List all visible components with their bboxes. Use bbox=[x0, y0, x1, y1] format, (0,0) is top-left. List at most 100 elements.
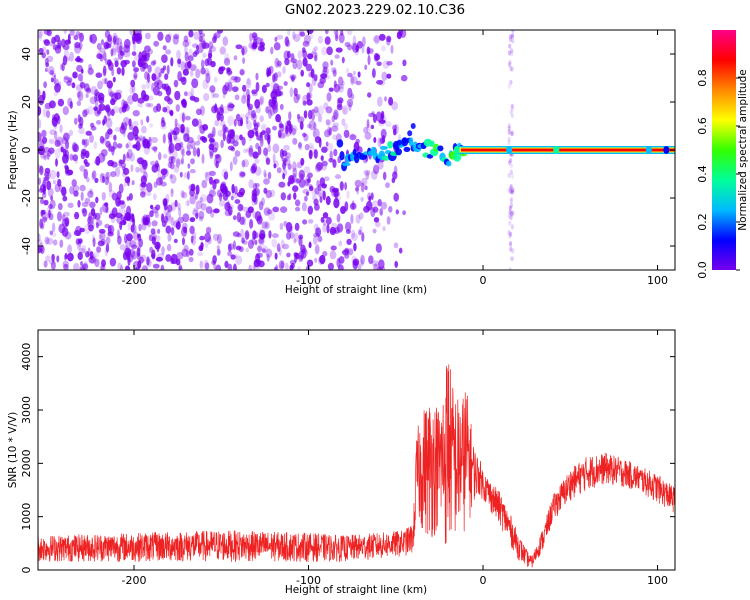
spectral-dot bbox=[174, 142, 182, 152]
spectral-dot bbox=[255, 81, 260, 92]
spectral-dot bbox=[261, 221, 268, 229]
spectral-dot bbox=[257, 45, 265, 52]
spectral-dot bbox=[180, 145, 185, 155]
spectral-dot bbox=[190, 70, 194, 77]
spectral-dot bbox=[335, 47, 343, 53]
spectral-dot bbox=[509, 214, 513, 220]
spectral-dot bbox=[247, 129, 255, 139]
spectral-dot bbox=[199, 136, 206, 141]
spectral-dot bbox=[224, 201, 231, 212]
spectral-dot bbox=[173, 220, 181, 228]
spectral-dot bbox=[123, 44, 131, 53]
spectral-dot bbox=[156, 253, 164, 260]
spectral-dot bbox=[105, 205, 109, 214]
spectral-dot bbox=[106, 80, 114, 89]
spectral-dot bbox=[241, 94, 247, 104]
spectral-dot bbox=[76, 64, 83, 73]
spectral-dot bbox=[279, 222, 284, 230]
spectral-dot bbox=[273, 163, 277, 169]
spectral-dot bbox=[395, 209, 399, 215]
spectral-dot bbox=[63, 75, 70, 81]
spectral-dot bbox=[182, 40, 190, 47]
spectral-dot bbox=[79, 32, 84, 42]
spectral-dot bbox=[314, 187, 320, 195]
spectral-dot bbox=[99, 47, 106, 53]
spectral-dot bbox=[189, 225, 195, 235]
spectral-dot bbox=[85, 87, 92, 94]
spectral-dot bbox=[236, 191, 244, 198]
spectral-dot bbox=[280, 261, 285, 269]
spectral-dot bbox=[118, 163, 122, 169]
spectral-dot bbox=[57, 115, 61, 125]
spectral-dot bbox=[306, 259, 314, 267]
spectral-dot bbox=[191, 78, 199, 89]
spectral-dot bbox=[159, 176, 163, 184]
ridge-blob bbox=[663, 146, 670, 154]
spectral-dot bbox=[298, 141, 302, 149]
spectral-dot bbox=[39, 218, 43, 229]
spectral-dot bbox=[318, 189, 325, 199]
spectral-dot bbox=[242, 92, 247, 100]
spectral-dot bbox=[148, 234, 153, 242]
spectral-dot bbox=[227, 251, 233, 257]
spectral-dot bbox=[315, 227, 322, 237]
spectral-dot bbox=[221, 187, 228, 194]
spectral-dot bbox=[260, 134, 264, 144]
spectral-dot bbox=[313, 122, 317, 131]
spectral-dot bbox=[67, 202, 74, 209]
spectral-dot bbox=[235, 255, 243, 265]
spectral-dot bbox=[363, 169, 371, 176]
spectral-dot bbox=[508, 267, 512, 270]
spectral-dot bbox=[278, 63, 282, 68]
spectral-dot bbox=[75, 84, 83, 92]
spectral-dot bbox=[172, 35, 179, 45]
x-tick-label: -200 bbox=[122, 574, 147, 587]
spectral-dot bbox=[508, 205, 512, 211]
spectral-dot bbox=[309, 33, 314, 40]
spectral-dot bbox=[122, 167, 130, 175]
spectral-dot bbox=[205, 226, 212, 234]
spectral-dot bbox=[260, 245, 269, 253]
colorbar-tick-label: 0.0 bbox=[696, 261, 709, 279]
spectral-dot bbox=[326, 216, 332, 225]
spectral-dot bbox=[100, 263, 106, 270]
spectral-dot bbox=[303, 166, 311, 174]
spectral-dot bbox=[509, 188, 513, 194]
spectral-dot bbox=[334, 174, 342, 180]
spectral-dot bbox=[224, 53, 230, 64]
ridge-blob bbox=[339, 151, 345, 161]
spectral-dot bbox=[286, 231, 292, 240]
spectral-dot bbox=[261, 248, 266, 254]
spectral-dot bbox=[183, 172, 189, 179]
spectral-dot bbox=[168, 156, 173, 164]
spectral-dot bbox=[292, 167, 298, 178]
spectral-dot bbox=[51, 36, 56, 45]
spectral-dot bbox=[510, 103, 514, 109]
spectral-dot bbox=[46, 206, 53, 216]
spectral-dot bbox=[189, 64, 197, 71]
spectral-dot bbox=[232, 263, 237, 270]
spectral-dot bbox=[333, 189, 339, 199]
spectral-dot bbox=[99, 206, 103, 216]
spectral-dot bbox=[255, 259, 262, 265]
spectral-dot bbox=[113, 134, 117, 141]
spectral-dot bbox=[354, 187, 359, 192]
spectral-dot bbox=[174, 90, 181, 101]
spectral-dot bbox=[253, 38, 257, 49]
spectral-dot bbox=[511, 38, 515, 44]
spectral-dot bbox=[38, 164, 42, 173]
spectral-dot bbox=[227, 243, 235, 251]
spectral-dot bbox=[180, 190, 185, 199]
spectral-dot bbox=[209, 176, 213, 185]
spectral-dot bbox=[228, 103, 235, 109]
spectral-dot bbox=[163, 215, 168, 224]
spectral-dot bbox=[270, 46, 274, 55]
spectral-dot bbox=[162, 106, 168, 113]
spectral-dot bbox=[509, 198, 513, 204]
spectral-dot bbox=[74, 117, 78, 125]
spectral-dot bbox=[213, 32, 221, 39]
spectral-dot bbox=[120, 162, 127, 169]
spectral-dot bbox=[223, 187, 229, 194]
spectral-dot bbox=[338, 33, 345, 44]
spectral-dot bbox=[160, 264, 165, 270]
